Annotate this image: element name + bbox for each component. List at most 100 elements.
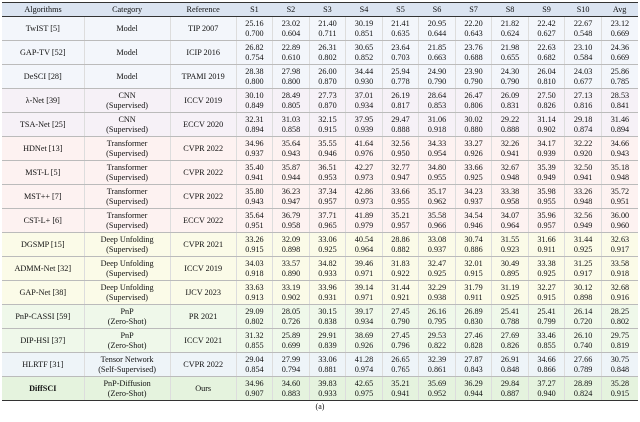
psnr-value: 39.14 [354, 282, 374, 292]
ssim-value: 0.548 [573, 28, 593, 38]
metric-cell: 27.50 0.826 [527, 88, 565, 113]
metric-cell: 26.89 0.830 [454, 304, 492, 329]
metric-cell: 35.55 0.946 [308, 136, 346, 161]
psnr-value: 27.87 [464, 354, 483, 364]
metric-cell: 32.27 0.915 [527, 280, 565, 305]
ssim-value: 0.948 [573, 196, 593, 206]
psnr-value: 22.20 [464, 18, 483, 28]
ssim-value: 0.794 [281, 364, 301, 374]
ssim-value: 0.921 [391, 292, 410, 302]
psnr-value: 42.27 [354, 162, 374, 172]
metric-cell: 26.09 0.831 [491, 88, 529, 113]
metric-cell: 32.01 0.915 [454, 256, 492, 281]
algorithm-cell: TSA-Net [25] [2, 112, 85, 137]
metric-cell: 34.54 0.946 [454, 208, 492, 233]
ssim-value: 0.946 [464, 220, 483, 230]
metric-cell: 35.98 0.955 [527, 184, 565, 209]
ssim-value: 0.828 [464, 340, 483, 350]
psnr-value: 31.03 [281, 114, 301, 124]
metric-cell: 34.66 0.866 [527, 352, 565, 377]
psnr-value: 32.26 [500, 138, 520, 148]
ssim-value: 0.688 [464, 52, 483, 62]
algorithm-cell: MST-L [5] [2, 160, 85, 185]
psnr-value: 28.86 [391, 234, 410, 244]
category-line: PnP [120, 330, 134, 340]
psnr-value: 35.58 [427, 210, 447, 220]
ssim-value: 0.882 [391, 244, 410, 254]
ssim-value: 0.788 [500, 316, 520, 326]
ssim-value: 0.950 [391, 148, 410, 158]
algorithm-cell: ADMM-Net [32] [2, 256, 85, 281]
table-row: DIP-HSI [37] PnP (Zero-Shot) ICCV 2021 31.32… [2, 328, 638, 353]
psnr-value: 33.96 [318, 282, 337, 292]
header-cell: S2 [272, 2, 310, 17]
category-cell: Model [83, 64, 171, 89]
header-cell: S5 [382, 2, 419, 17]
psnr-value: 34.03 [245, 258, 264, 268]
ssim-value: 0.917 [610, 244, 630, 254]
ssim-value: 0.965 [318, 220, 337, 230]
category-line: (Supervised) [106, 148, 149, 158]
psnr-value: 23.64 [391, 42, 410, 52]
table-row: DGSMP [15] Deep Unfolding (Supervised) CVPR… [2, 232, 638, 257]
algorithm-cell: HLRTF [31] [2, 352, 85, 377]
ssim-value: 0.604 [281, 28, 301, 38]
psnr-value: 36.51 [318, 162, 337, 172]
psnr-value: 29.04 [245, 354, 264, 364]
metric-cell: 33.57 0.890 [272, 256, 310, 281]
psnr-value: 32.29 [427, 282, 447, 292]
table-row: GAP-TV [52] Model ICIP 2016 26.82 0.754 22.89… [2, 40, 638, 65]
ssim-value: 0.925 [427, 268, 447, 278]
ssim-value: 0.937 [245, 148, 264, 158]
category-line: Deep Unfolding [100, 258, 154, 268]
metric-cell: 35.39 0.949 [527, 160, 565, 185]
ssim-value: 0.926 [464, 148, 483, 158]
metric-cell: 33.27 0.926 [454, 136, 492, 161]
category-line: Transformer [106, 186, 148, 196]
ssim-value: 0.957 [318, 196, 337, 206]
metric-cell: 32.77 0.947 [381, 160, 419, 185]
psnr-value: 35.18 [610, 162, 630, 172]
ssim-value: 0.806 [464, 100, 483, 110]
psnr-value: 39.83 [318, 378, 337, 388]
psnr-value: 39.17 [354, 306, 374, 316]
category-cell: PnP (Zero-Shot) [83, 328, 171, 353]
category-line: (Supervised) [106, 196, 149, 206]
ssim-value: 0.964 [500, 220, 520, 230]
ssim-value: 0.951 [610, 196, 630, 206]
psnr-value: 28.05 [281, 306, 301, 316]
ssim-value: 0.663 [427, 52, 447, 62]
psnr-value: 32.31 [245, 114, 264, 124]
metric-cell: 27.98 0.800 [272, 64, 310, 89]
metric-cell: 34.17 0.939 [527, 136, 565, 161]
ssim-value: 0.886 [464, 244, 483, 254]
ssim-value: 0.915 [537, 292, 556, 302]
psnr-value: 30.74 [464, 234, 483, 244]
ssim-value: 0.700 [245, 28, 264, 38]
psnr-value: 34.07 [500, 210, 520, 220]
metric-cell: 37.34 0.957 [308, 184, 346, 209]
psnr-value: 33.66 [391, 186, 410, 196]
table-row: MST-L [5] Transformer (Supervised) CVPR 202… [2, 160, 638, 185]
psnr-value: 23.90 [464, 66, 483, 76]
psnr-value: 32.39 [427, 354, 447, 364]
psnr-value: 32.47 [427, 258, 447, 268]
psnr-value: 36.79 [281, 210, 301, 220]
psnr-value: 33.06 [318, 234, 337, 244]
psnr-value: 39.46 [354, 258, 374, 268]
psnr-value: 26.10 [573, 330, 593, 340]
ssim-value: 0.848 [610, 364, 630, 374]
ssim-value: 0.826 [537, 100, 556, 110]
metric-cell: 35.28 0.915 [600, 376, 638, 401]
metric-cell: 35.87 0.944 [272, 160, 310, 185]
psnr-value: 30.10 [245, 90, 264, 100]
ssim-value: 0.957 [537, 220, 556, 230]
metric-cell: 29.18 0.874 [564, 112, 602, 137]
ssim-value: 0.895 [500, 268, 520, 278]
ssim-value: 0.907 [245, 388, 264, 398]
table-row: TSA-Net [25] CNN (Supervised) ECCV 2020 32.3… [2, 112, 638, 137]
metric-cell: 28.38 0.800 [235, 64, 273, 89]
ssim-value: 0.925 [500, 292, 520, 302]
psnr-value: 27.66 [573, 354, 593, 364]
psnr-value: 35.80 [245, 186, 264, 196]
